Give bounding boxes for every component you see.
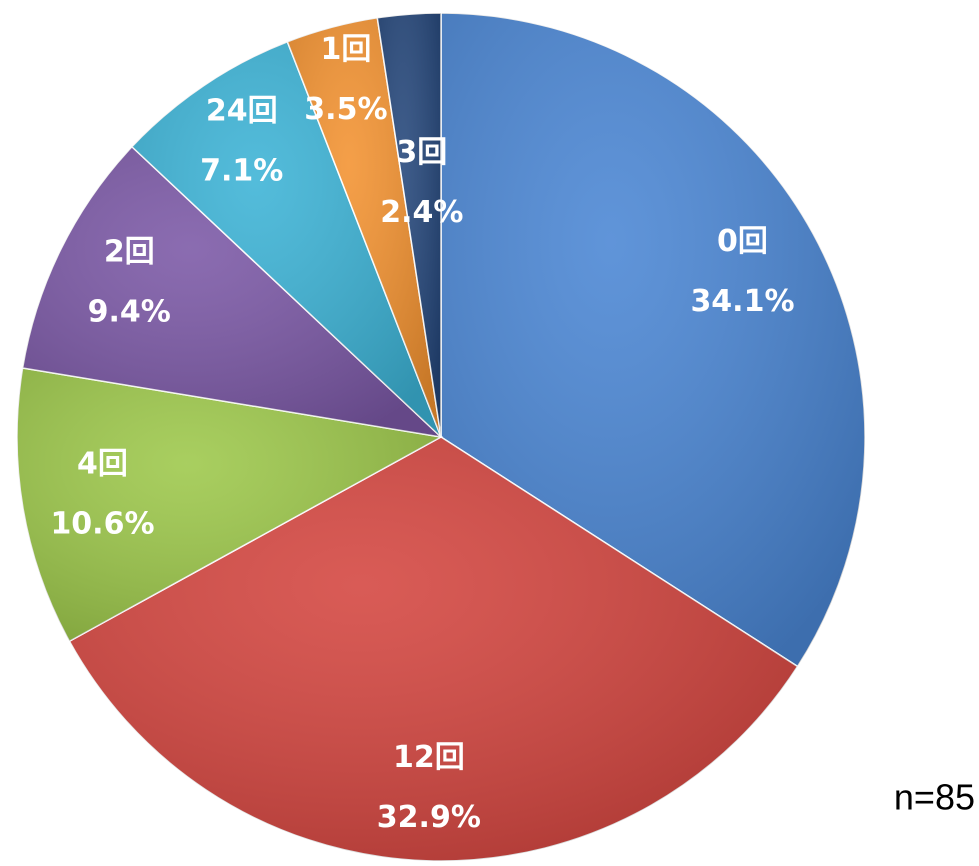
sample-size: n=85: [894, 777, 975, 818]
slice-percent: 9.4%: [88, 295, 171, 330]
slice-percent: 10.6%: [50, 506, 154, 541]
slice-percent: 32.9%: [377, 800, 481, 835]
slice-category: 4回: [77, 446, 128, 481]
slice-category: 24回: [206, 93, 278, 128]
slice-percent: 34.1%: [690, 284, 794, 319]
slice-percent: 7.1%: [200, 153, 283, 188]
slice-percent: 3.5%: [304, 92, 387, 127]
slice-category: 0回: [717, 224, 768, 259]
slice-percent: 2.4%: [380, 195, 463, 230]
slice-category: 1回: [320, 32, 371, 67]
slice-category: 2回: [104, 235, 155, 270]
slice-category: 3回: [396, 135, 447, 170]
slice-category: 12回: [393, 740, 465, 775]
